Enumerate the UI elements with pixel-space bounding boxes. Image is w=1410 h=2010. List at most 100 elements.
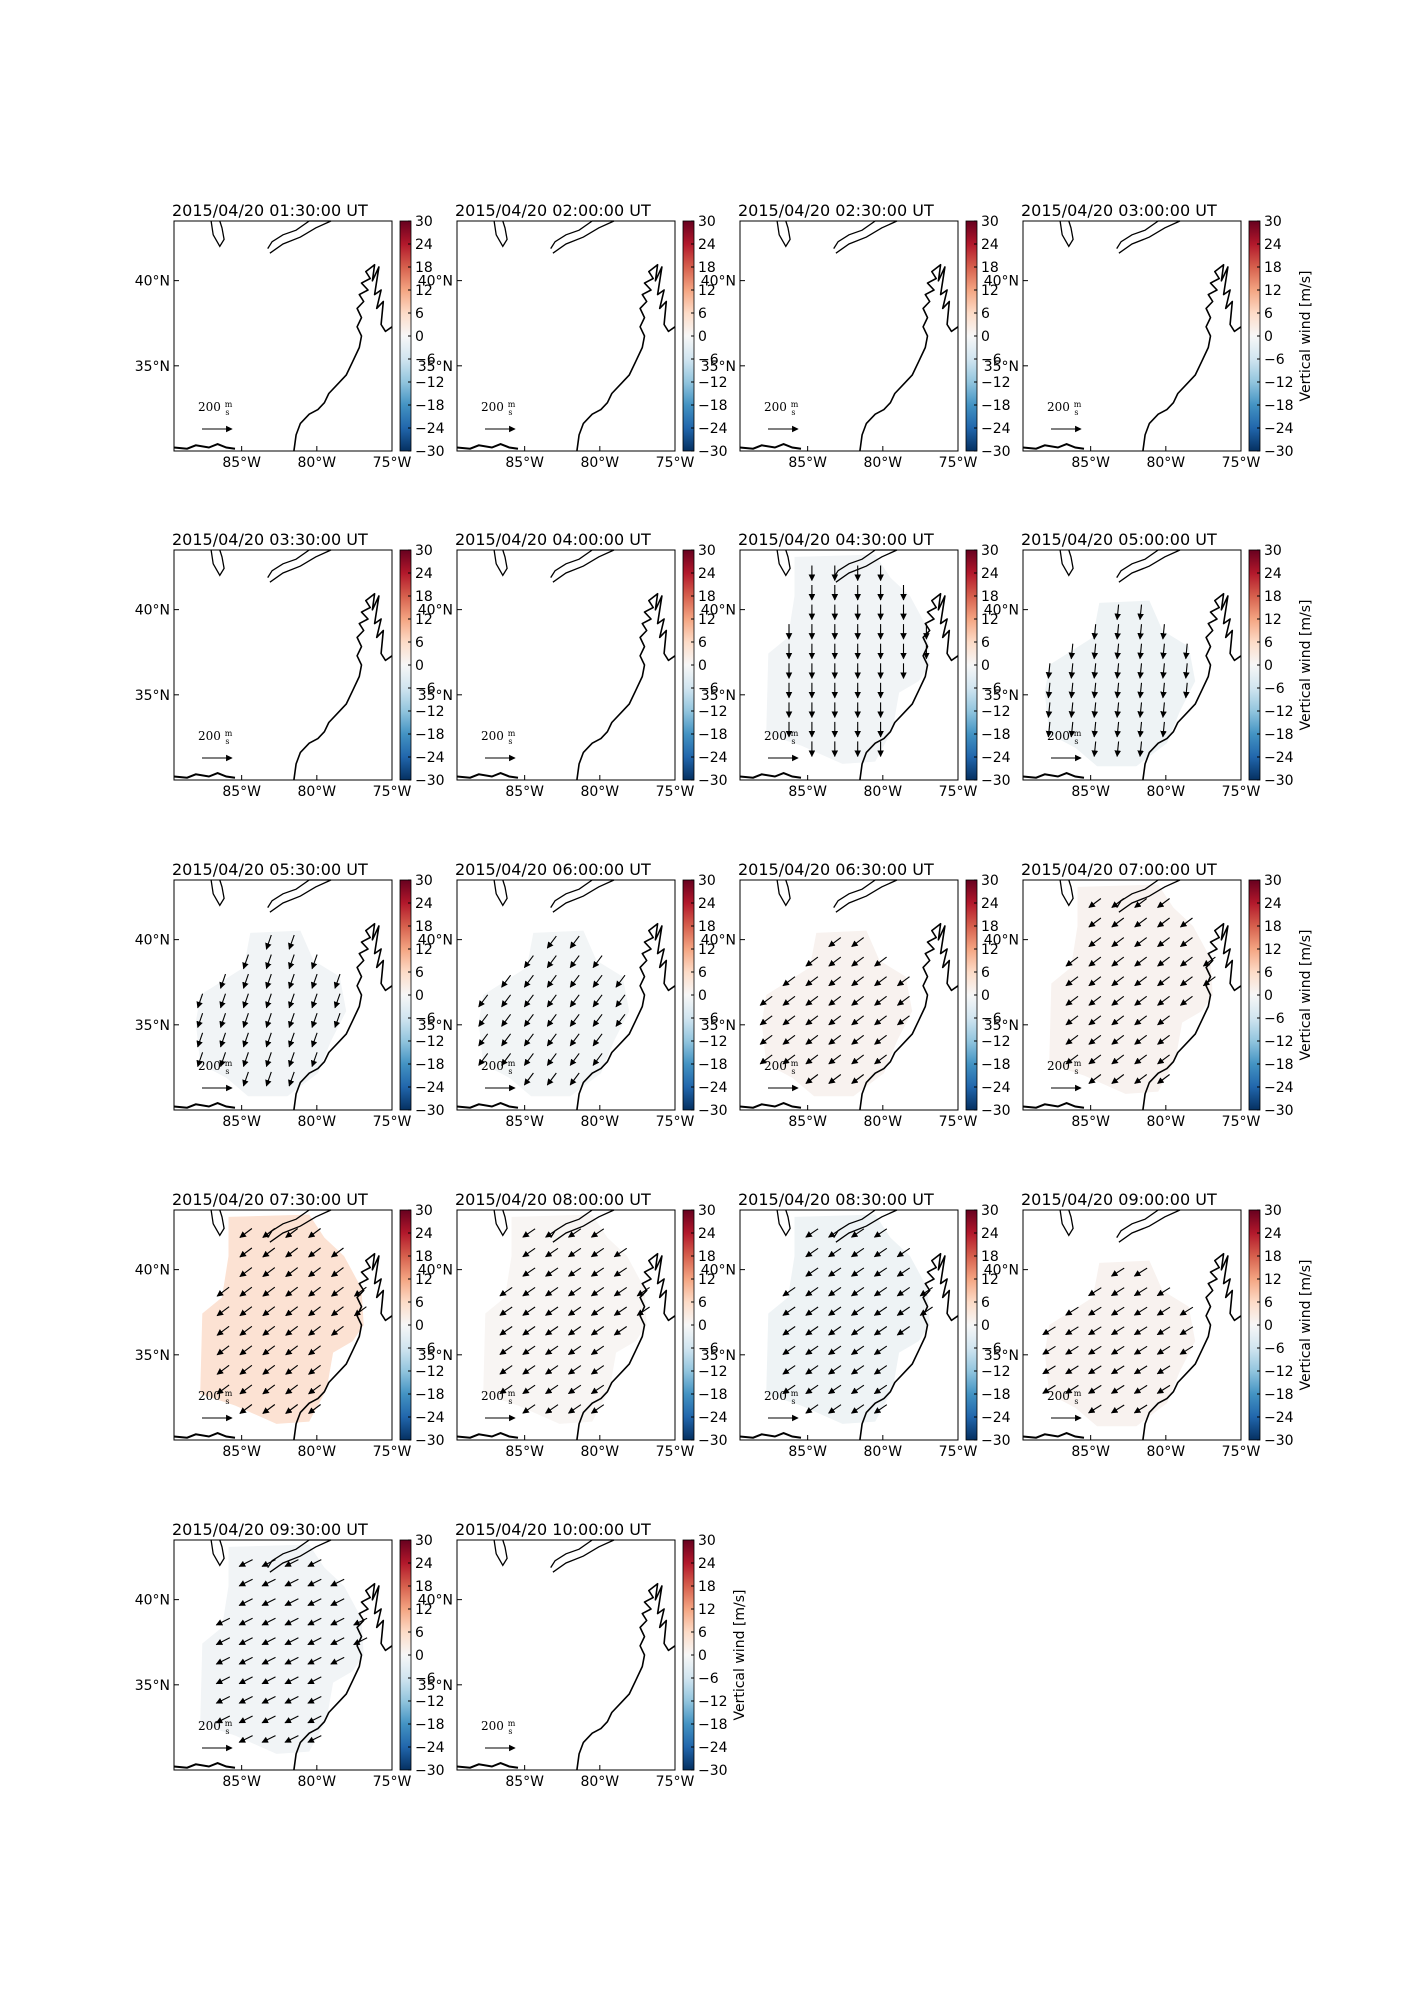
panel-title: 2015/04/20 07:00:00 UT	[1021, 860, 1217, 879]
wind-arrow	[545, 1228, 559, 1238]
wind-arrow	[590, 1286, 605, 1297]
wind-arrow	[805, 1404, 819, 1414]
colorbar-tick-label: −30	[1264, 773, 1294, 789]
colorbar-tick-label: 12	[415, 283, 433, 299]
wind-arrow	[239, 1325, 253, 1336]
colorbar-tick-label: −30	[1264, 1433, 1294, 1449]
panel-title: 2015/04/20 06:00:00 UT	[455, 860, 651, 879]
x-tick-label: 85°W	[1071, 784, 1110, 800]
map-frame	[739, 220, 959, 452]
colorbar-tick-label: −24	[415, 421, 445, 437]
wind-arrow	[592, 955, 603, 969]
wind-arrow	[1160, 702, 1167, 718]
wind-arrow	[851, 1074, 865, 1084]
wind-arrow	[1111, 937, 1125, 948]
wind-arrow	[1110, 1326, 1125, 1336]
wind-arrow	[308, 1325, 321, 1336]
unit-denominator: s	[1074, 1397, 1078, 1406]
wind-arrow	[238, 1715, 253, 1724]
map-panel: 2015/04/20 05:00:00 UT 200 m s 85°W 80°W 75°W…	[984, 530, 1314, 800]
wind-arrow	[522, 1384, 536, 1395]
colorbar-tick-label: 0	[415, 329, 424, 345]
y-tick-label: 35°N	[418, 1678, 453, 1694]
wind-arrow	[261, 1559, 276, 1567]
wind-arrow	[1065, 1345, 1079, 1355]
wind-arrow	[805, 1054, 819, 1065]
wind-arrow	[285, 1306, 299, 1317]
wind-arrow	[330, 1598, 345, 1606]
unit-denominator: s	[508, 1397, 512, 1406]
wind-arrow	[1114, 721, 1121, 738]
coastline	[859, 1252, 959, 1441]
panel-title: 2015/04/20 09:30:00 UT	[172, 1520, 368, 1539]
colorbar-tick-label: −18	[981, 398, 1011, 414]
colorbar-tick-label: 12	[415, 1272, 433, 1288]
unit-numerator: m	[791, 729, 799, 738]
wind-arrow	[613, 1247, 628, 1258]
colorbar-tick-label: −12	[698, 375, 728, 391]
colorbar-tick-label: −18	[698, 1057, 728, 1073]
map-frame	[173, 549, 393, 781]
colorbar-tick-label: −6	[415, 352, 436, 368]
wind-arrow	[1179, 917, 1193, 928]
wind-arrow	[523, 1072, 534, 1086]
colorbar-tick-label: −24	[1264, 421, 1294, 437]
wind-arrow	[545, 1247, 559, 1258]
coastline	[576, 263, 676, 452]
wind-arrow	[828, 937, 842, 948]
wind-arrow	[851, 995, 865, 1006]
wind-arrow	[285, 1267, 299, 1278]
wind-arrow	[242, 973, 249, 989]
wind-arrow	[828, 956, 842, 967]
x-tick-label: 85°W	[1071, 455, 1110, 471]
colorbar-tick-label: −6	[415, 681, 436, 697]
colorbar-tick-label: 0	[698, 658, 707, 674]
wind-arrow	[262, 1286, 276, 1297]
colorbar-label: Vertical wind [m/s]	[1298, 930, 1314, 1061]
colorbar-tick-label: 6	[981, 635, 990, 651]
wind-arrow	[1179, 1306, 1194, 1316]
map-panel: 2015/04/20 08:30:00 UT 200 m s 85°W 80°W 75°W…	[701, 1190, 1011, 1460]
wind-arrow	[1065, 1054, 1079, 1065]
wind-arrow	[874, 956, 887, 967]
colorbar-tick-label: −30	[415, 1763, 445, 1779]
x-tick-label: 75°W	[656, 784, 695, 800]
colorbar-tick-label: −24	[698, 421, 728, 437]
colorbar-tick-label: −24	[981, 1410, 1011, 1426]
wind-arrow	[850, 1286, 865, 1297]
colorbar-tick-label: 24	[415, 1226, 433, 1242]
wind-arrow	[1068, 702, 1076, 718]
lake-erie-outline	[267, 879, 332, 913]
colorbar-tick-label: 18	[698, 260, 716, 276]
wind-arrow	[288, 1052, 295, 1068]
unit-denominator: s	[508, 1727, 512, 1736]
wind-arrow	[307, 1696, 322, 1704]
x-tick-label: 85°W	[788, 1444, 827, 1460]
wind-arrow	[873, 1365, 888, 1375]
wind-arrow	[805, 1345, 819, 1355]
colorbar-tick-label: 24	[1264, 237, 1282, 253]
colorbar-tick-label: −30	[415, 444, 445, 460]
wind-arrow	[308, 1364, 321, 1375]
colorbar-tick-label: 18	[1264, 589, 1282, 605]
colorbar-tick-label: 12	[415, 942, 433, 958]
colorbar-tick-label: −18	[981, 1057, 1011, 1073]
wind-arrow	[333, 1013, 341, 1029]
colorbar-tick-label: 18	[981, 919, 999, 935]
panel-title: 2015/04/20 04:30:00 UT	[738, 530, 934, 549]
wind-arrow	[261, 1598, 276, 1606]
wind-arrow	[1179, 995, 1193, 1006]
colorbar-tick-label: 30	[415, 873, 433, 889]
wind-region	[1044, 1260, 1196, 1427]
wind-arrow	[478, 1033, 489, 1047]
y-tick-label: 35°N	[418, 688, 453, 704]
wind-arrow	[1179, 937, 1193, 948]
x-tick-label: 75°W	[656, 1774, 695, 1790]
wind-arrow	[1157, 1054, 1170, 1065]
x-tick-label: 80°W	[297, 1774, 336, 1790]
coastline	[576, 592, 676, 781]
wind-arrow	[546, 1013, 557, 1027]
wind-arrow	[567, 1247, 582, 1258]
x-tick-label: 85°W	[505, 1444, 544, 1460]
